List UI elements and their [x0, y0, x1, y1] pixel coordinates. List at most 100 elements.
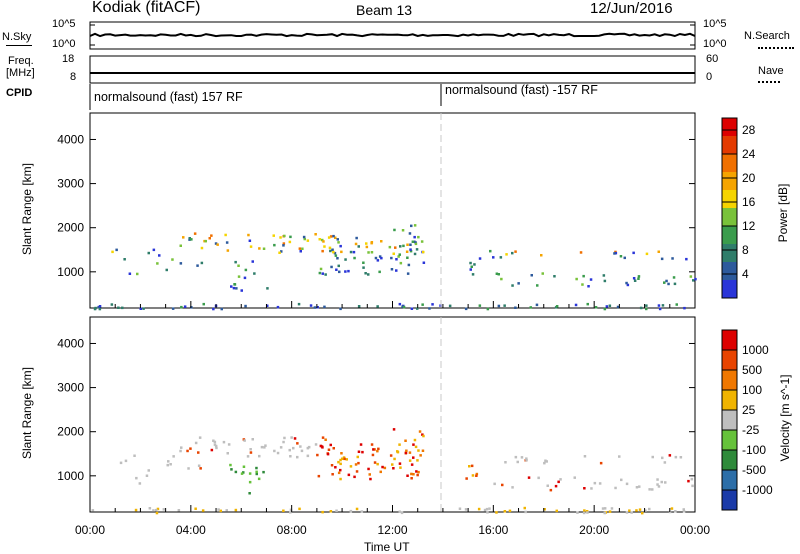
echo-cell [341, 457, 344, 460]
echo-cell [353, 475, 356, 479]
echo-cell [525, 459, 528, 462]
echo-cell [674, 455, 678, 459]
echo-cell [489, 249, 492, 253]
echo-cell [264, 444, 267, 447]
echo-cell [98, 307, 102, 311]
colorbar-segment [722, 154, 737, 172]
echo-cell [353, 256, 356, 260]
echo-cell [306, 454, 310, 458]
echo-cell [417, 449, 420, 452]
echo-cell [336, 238, 339, 241]
x-tick-label: 12:00 [377, 523, 407, 537]
echo-cell [179, 262, 183, 265]
echo-cell [339, 458, 342, 462]
echo-cell [682, 510, 686, 513]
echo-cell [658, 307, 662, 311]
echo-cell [601, 507, 605, 510]
echo-cell [123, 258, 126, 261]
echo-cell [339, 468, 342, 472]
echo-cell [186, 449, 189, 453]
echo-cell [409, 249, 413, 253]
echo-cell [376, 462, 379, 466]
echo-cell [412, 473, 415, 476]
echo-cell [492, 256, 495, 259]
echo-cell [685, 257, 688, 261]
echo-cell [524, 510, 527, 514]
station-title: Kodiak (fitACF) [92, 0, 201, 16]
echo-cell [421, 303, 424, 306]
echo-cell [202, 302, 205, 306]
echo-cell [400, 511, 404, 515]
echo-cell [468, 465, 471, 468]
echo-cell [614, 251, 618, 255]
echo-cell [545, 460, 548, 463]
echo-cell [329, 249, 332, 253]
colorbar-tick-label: -500 [742, 463, 766, 477]
echo-cell [529, 306, 532, 309]
echo-cell [603, 511, 606, 515]
echo-cell [296, 455, 299, 459]
echo-cell [171, 307, 175, 310]
echo-cell [276, 305, 280, 309]
echo-cell [336, 257, 339, 260]
echo-cell [414, 242, 418, 246]
echo-cell [428, 307, 431, 310]
echo-cell [505, 253, 508, 256]
freq-unit: [MHz] [6, 67, 35, 79]
echo-cell [344, 258, 347, 261]
echo-cell [356, 455, 359, 459]
echo-cell [537, 476, 540, 480]
echo-cell [672, 276, 676, 279]
echo-cell [535, 303, 539, 307]
echo-cell [508, 509, 512, 513]
echo-cell [234, 260, 237, 264]
echo-cell [237, 275, 241, 278]
echo-cell [318, 238, 321, 241]
echo-cell [576, 511, 579, 514]
echo-cell [470, 464, 474, 468]
echo-cell [370, 241, 374, 244]
colorbar-segment [722, 118, 737, 136]
echo-cell [289, 508, 293, 512]
echo-cell [633, 279, 637, 282]
echo-cell [638, 508, 642, 511]
echo-cell [373, 461, 377, 464]
echo-cell [465, 477, 468, 480]
echo-cell [392, 428, 396, 431]
colorbar-tick-label: 500 [742, 363, 762, 377]
echo-cell [668, 454, 672, 457]
echo-cell [413, 240, 416, 243]
echo-cell [422, 434, 425, 438]
echo-cell [514, 250, 517, 253]
echo-cell [683, 306, 686, 310]
echo-cell [190, 306, 193, 309]
echo-cell [172, 455, 175, 458]
colorbar-tick-label: 20 [742, 171, 756, 185]
echo-cell [410, 477, 413, 480]
echo-cell [373, 448, 376, 451]
echo-cell [321, 272, 324, 275]
echo-cell [297, 302, 301, 306]
echo-cell [225, 509, 228, 512]
echo-cell [499, 256, 503, 259]
echo-cell [406, 243, 409, 246]
echo-cell [414, 241, 417, 244]
echo-cell [299, 250, 302, 253]
echo-cell [334, 254, 338, 257]
x-axis-label: Time UT [364, 540, 410, 554]
echo-cell [303, 237, 306, 241]
echo-cell [266, 287, 269, 290]
echo-cell [694, 277, 697, 281]
colorbar-segment [722, 136, 737, 154]
echo-cell [119, 461, 123, 465]
echo-cell [587, 285, 590, 288]
echo-cell [610, 507, 614, 510]
echo-cell [283, 234, 286, 238]
echo-cell [377, 447, 380, 451]
echo-cell [478, 304, 482, 307]
echo-cell [674, 510, 677, 513]
echo-cell [307, 445, 311, 449]
echo-cell [497, 304, 501, 308]
echo-cell [582, 511, 586, 515]
echo-cell [390, 268, 394, 271]
